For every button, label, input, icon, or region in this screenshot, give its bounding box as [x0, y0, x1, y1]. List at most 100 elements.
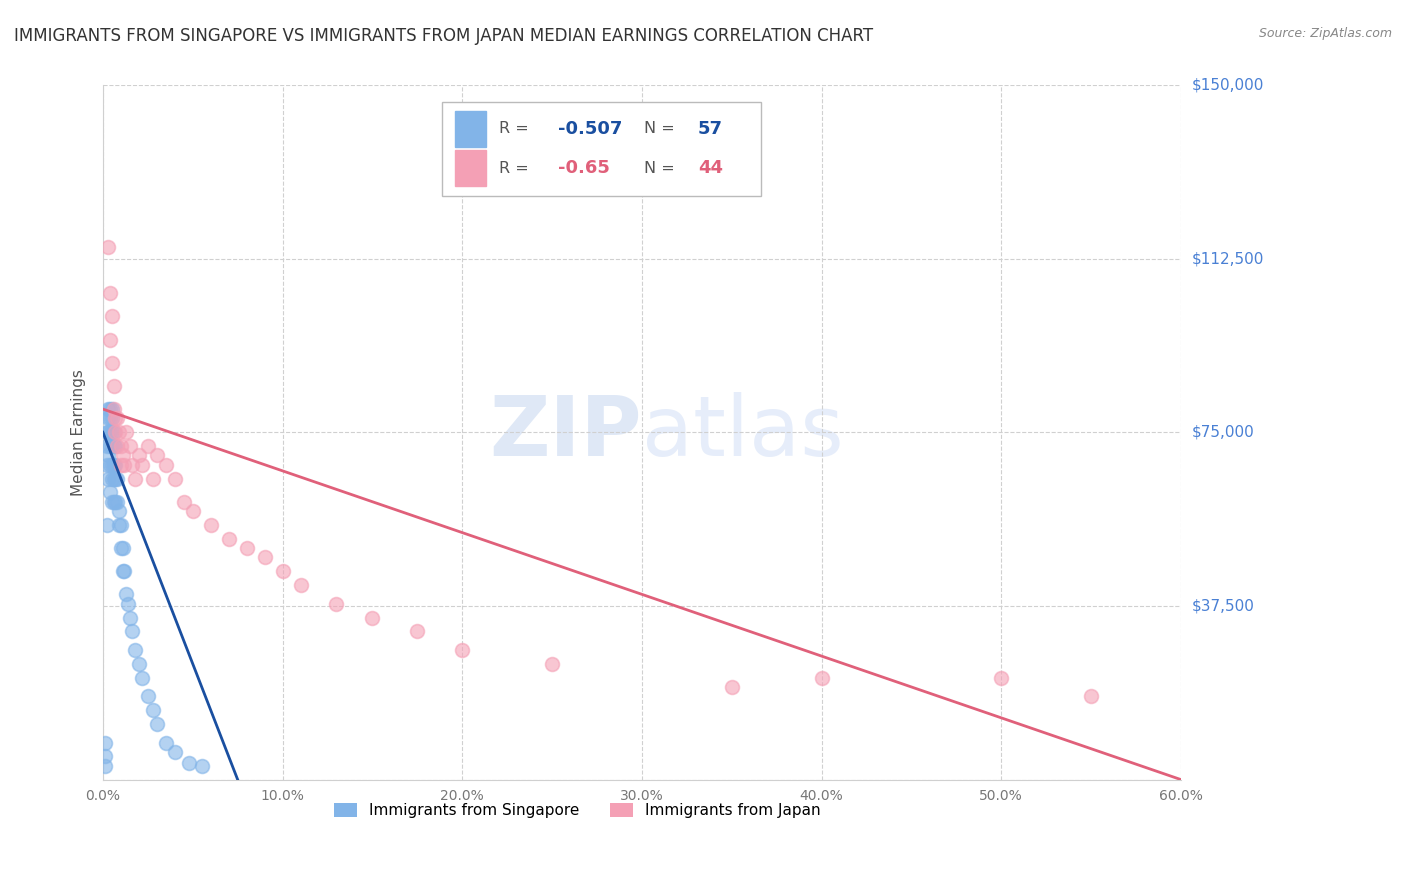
Point — [110, 541, 132, 555]
Point — [163, 745, 186, 759]
Point — [121, 624, 143, 639]
Point — [104, 472, 127, 486]
Point — [142, 472, 165, 486]
Point — [111, 564, 134, 578]
Point — [104, 425, 127, 440]
Point — [98, 439, 121, 453]
Point — [111, 541, 134, 555]
Point — [101, 472, 124, 486]
Point — [97, 425, 120, 440]
Point — [110, 517, 132, 532]
Point — [97, 449, 120, 463]
Point — [101, 494, 124, 508]
Point — [128, 449, 150, 463]
Point — [235, 541, 257, 555]
Point — [101, 458, 124, 472]
Point — [290, 578, 312, 592]
Point — [128, 657, 150, 671]
Bar — [456, 111, 485, 147]
Point — [146, 449, 169, 463]
Point — [1080, 690, 1102, 704]
Text: atlas: atlas — [643, 392, 844, 473]
Point — [103, 472, 125, 486]
Text: 57: 57 — [697, 120, 723, 137]
Point — [117, 597, 139, 611]
Point — [110, 458, 132, 472]
Text: Source: ZipAtlas.com: Source: ZipAtlas.com — [1258, 27, 1392, 40]
Point — [406, 624, 429, 639]
Point — [104, 439, 127, 453]
Point — [325, 597, 347, 611]
Point — [181, 504, 204, 518]
Point — [115, 425, 138, 440]
Point — [98, 425, 121, 440]
Point — [115, 587, 138, 601]
Point — [541, 657, 564, 671]
FancyBboxPatch shape — [443, 103, 761, 196]
Point — [110, 439, 132, 453]
Point — [118, 439, 141, 453]
Point — [108, 425, 131, 440]
Point — [103, 425, 125, 440]
Point — [131, 671, 153, 685]
Point — [98, 333, 121, 347]
Point — [190, 758, 212, 772]
Point — [136, 439, 159, 453]
Point — [101, 425, 124, 440]
Text: IMMIGRANTS FROM SINGAPORE VS IMMIGRANTS FROM JAPAN MEDIAN EARNINGS CORRELATION C: IMMIGRANTS FROM SINGAPORE VS IMMIGRANTS … — [14, 27, 873, 45]
Text: $75,000: $75,000 — [1192, 425, 1254, 440]
Point — [105, 411, 128, 425]
Text: R =: R = — [499, 161, 533, 176]
Point — [720, 680, 742, 694]
Point — [96, 439, 118, 453]
Point — [98, 458, 121, 472]
Point — [142, 703, 165, 717]
Point — [114, 458, 136, 472]
Point — [101, 356, 124, 370]
Point — [121, 458, 143, 472]
Point — [103, 439, 125, 453]
Point — [200, 517, 222, 532]
Point — [108, 504, 131, 518]
Point — [990, 671, 1012, 685]
Text: 44: 44 — [697, 160, 723, 178]
Point — [114, 564, 136, 578]
Bar — [456, 150, 485, 186]
Point — [97, 402, 120, 417]
Point — [101, 439, 124, 453]
Point — [105, 439, 128, 453]
Point — [136, 690, 159, 704]
Text: N =: N = — [644, 161, 681, 176]
Point — [179, 756, 201, 771]
Point — [104, 411, 127, 425]
Point — [97, 411, 120, 425]
Text: $37,500: $37,500 — [1192, 599, 1256, 614]
Point — [155, 458, 177, 472]
Text: N =: N = — [644, 121, 681, 136]
Point — [93, 749, 115, 764]
Point — [173, 494, 195, 508]
Point — [103, 458, 125, 472]
Point — [111, 449, 134, 463]
Text: ZIP: ZIP — [489, 392, 643, 473]
Point — [108, 517, 131, 532]
Point — [131, 458, 153, 472]
Y-axis label: Median Earnings: Median Earnings — [72, 368, 86, 496]
Point — [101, 402, 124, 417]
Point — [253, 550, 276, 565]
Point — [218, 532, 240, 546]
Legend: Immigrants from Singapore, Immigrants from Japan: Immigrants from Singapore, Immigrants fr… — [328, 797, 827, 824]
Point — [118, 610, 141, 624]
Text: $112,500: $112,500 — [1192, 252, 1264, 266]
Point — [103, 494, 125, 508]
Text: R =: R = — [499, 121, 533, 136]
Point — [96, 458, 118, 472]
Point — [451, 643, 474, 657]
Point — [810, 671, 832, 685]
Point — [361, 610, 384, 624]
Text: $150,000: $150,000 — [1192, 78, 1264, 93]
Point — [105, 494, 128, 508]
Point — [96, 517, 118, 532]
Point — [146, 717, 169, 731]
Point — [97, 240, 120, 254]
